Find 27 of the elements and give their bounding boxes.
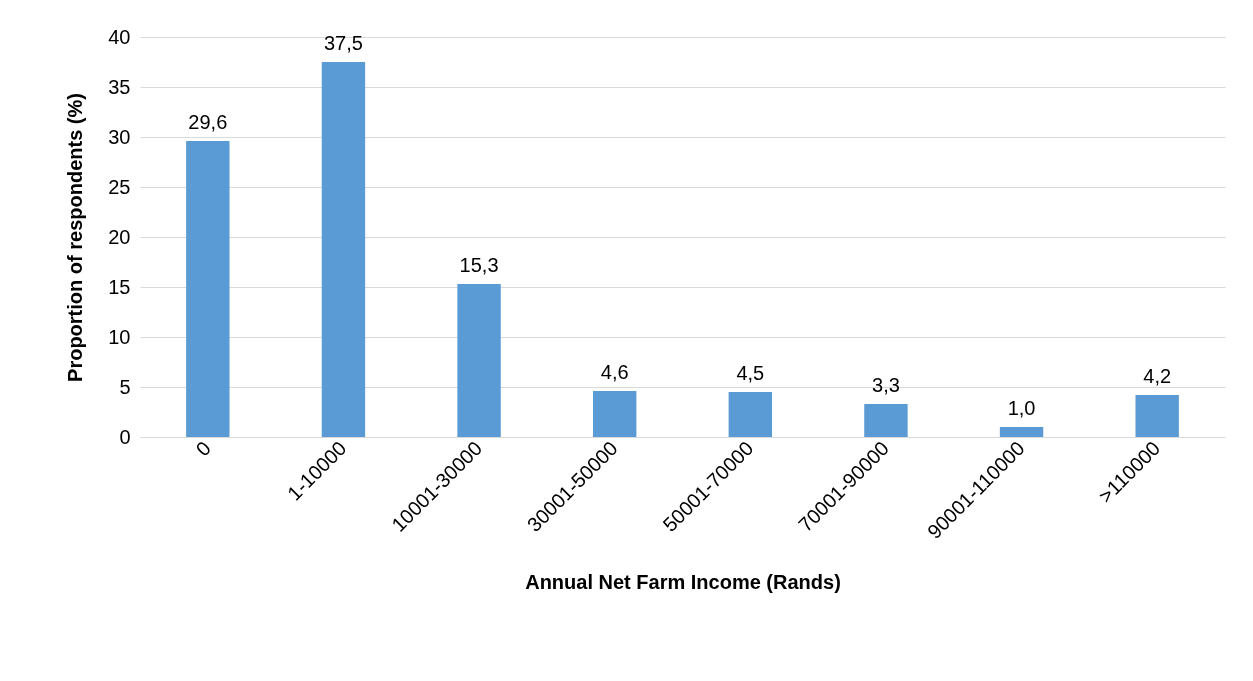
data-label: 4,2 (1143, 365, 1172, 387)
data-label: 29,6 (188, 111, 228, 133)
data-label: 3,3 (872, 374, 900, 396)
y-tick-label: 15 (108, 275, 131, 298)
bar (999, 427, 1044, 437)
y-axis-title: Proportion of respondents (%) (64, 93, 87, 382)
x-tick-label: 0 (191, 437, 215, 461)
bar (864, 404, 908, 437)
y-tick-label: 35 (108, 75, 131, 98)
data-label: 1,0 (1007, 397, 1036, 419)
y-tick-label: 20 (108, 225, 131, 248)
data-label: 15,3 (459, 254, 499, 276)
y-tick-label: 5 (119, 375, 131, 398)
bar (186, 141, 230, 437)
x-axis-title: Annual Net Farm Income (Rands) (525, 570, 841, 593)
bar (457, 284, 501, 437)
bar (728, 392, 773, 437)
bar (321, 62, 366, 437)
bar (592, 391, 637, 437)
y-tick-label: 40 (108, 25, 131, 48)
bar (1135, 395, 1179, 437)
data-label: 37,5 (323, 32, 363, 54)
data-label: 4,5 (736, 362, 765, 384)
data-label: 4,6 (600, 361, 629, 383)
y-tick-label: 10 (108, 325, 131, 348)
y-tick-label: 25 (108, 175, 131, 198)
y-tick-label: 30 (108, 125, 131, 148)
